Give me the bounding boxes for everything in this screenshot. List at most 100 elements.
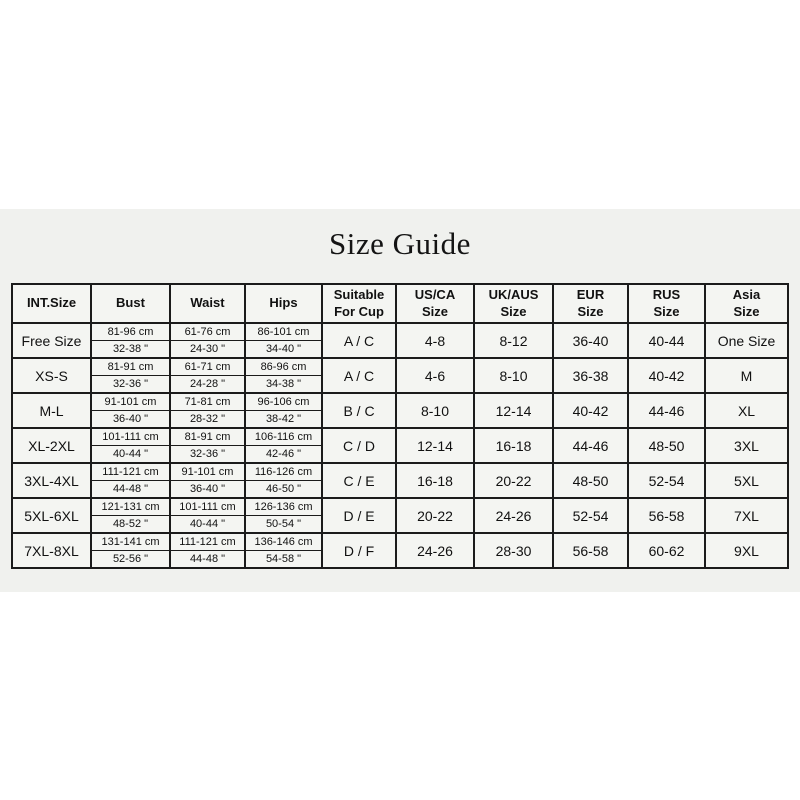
asia-cell: One Size [704,322,789,359]
ukaus-cell: 24-26 [473,497,554,534]
hips-cm-cell: 136-146 cm [244,532,323,551]
hips-in-cell: 50-54 " [244,515,323,534]
eur-cell: 40-42 [552,392,629,429]
bust-cm-cell: 131-141 cm [90,532,171,551]
int-size-cell: 7XL-8XL [11,532,92,569]
waist-in-cell: 44-48 " [169,550,246,569]
eur-cell: 48-50 [552,462,629,499]
asia-cell: 9XL [704,532,789,569]
bust-cm-cell: 101-111 cm [90,427,171,446]
table-row: 5XL-6XL 121-131 cm 101-111 cm 126-136 cm… [11,497,789,534]
waist-in-cell: 40-44 " [169,515,246,534]
int-size-cell: 5XL-6XL [11,497,92,534]
table-row: 32-36 " 24-28 " 34-38 " [12,375,788,394]
ukaus-cell: 20-22 [473,462,554,499]
int-size-cell: XL-2XL [11,427,92,464]
rus-cell: 40-44 [627,322,706,359]
rus-cell: 48-50 [627,427,706,464]
table-row: XL-2XL 101-111 cm 81-91 cm 106-116 cm C … [11,427,789,464]
rus-cell: 56-58 [627,497,706,534]
asia-cell: 5XL [704,462,789,499]
ukaus-cell: 12-14 [473,392,554,429]
rus-cell: 60-62 [627,532,706,569]
bust-in-cell: 36-40 " [90,410,171,429]
col-header-usca: US/CA Size [395,283,475,324]
usca-cell: 24-26 [395,532,475,569]
cup-cell: D / E [321,497,397,534]
waist-cm-cell: 111-121 cm [169,532,246,551]
size-guide-table: INT.Size Bust Waist Hips Suitable For Cu… [11,283,789,569]
ukaus-cell: 16-18 [473,427,554,464]
rus-cell: 52-54 [627,462,706,499]
col-header-ukaus: UK/AUS Size [473,283,554,324]
table-row: 48-52 " 40-44 " 50-54 " [12,515,788,534]
table-row: 44-48 " 36-40 " 46-50 " [12,480,788,499]
hips-in-cell: 34-40 " [244,340,323,359]
hips-cm-cell: 86-96 cm [244,357,323,376]
asia-cell: M [704,357,789,394]
table-row: 52-56 " 44-48 " 54-58 " [12,550,788,569]
asia-cell: 7XL [704,497,789,534]
waist-in-cell: 24-30 " [169,340,246,359]
col-header-int-size: INT.Size [11,283,92,324]
waist-in-cell: 36-40 " [169,480,246,499]
waist-in-cell: 32-36 " [169,445,246,464]
int-size-cell: XS-S [11,357,92,394]
usca-cell: 8-10 [395,392,475,429]
hips-cm-cell: 96-106 cm [244,392,323,411]
waist-cm-cell: 61-76 cm [169,322,246,341]
table-row: M-L 91-101 cm 71-81 cm 96-106 cm B / C 8… [11,392,789,429]
eur-cell: 56-58 [552,532,629,569]
hips-cm-cell: 86-101 cm [244,322,323,341]
asia-cell: 3XL [704,427,789,464]
bust-in-cell: 32-36 " [90,375,171,394]
cup-cell: C / E [321,462,397,499]
hips-cm-cell: 106-116 cm [244,427,323,446]
eur-cell: 44-46 [552,427,629,464]
waist-cm-cell: 71-81 cm [169,392,246,411]
table-row: XS-S 81-91 cm 61-71 cm 86-96 cm A / C 4-… [11,357,789,394]
waist-in-cell: 28-32 " [169,410,246,429]
bust-in-cell: 52-56 " [90,550,171,569]
col-header-cup: Suitable For Cup [321,283,397,324]
eur-cell: 36-40 [552,322,629,359]
rus-cell: 44-46 [627,392,706,429]
eur-cell: 52-54 [552,497,629,534]
usca-cell: 4-8 [395,322,475,359]
asia-cell: XL [704,392,789,429]
table-row: 3XL-4XL 111-121 cm 91-101 cm 116-126 cm … [11,462,789,499]
ukaus-cell: 8-10 [473,357,554,394]
cup-cell: B / C [321,392,397,429]
hips-in-cell: 34-38 " [244,375,323,394]
bust-in-cell: 40-44 " [90,445,171,464]
ukaus-cell: 8-12 [473,322,554,359]
usca-cell: 4-6 [395,357,475,394]
bust-cm-cell: 81-91 cm [90,357,171,376]
waist-cm-cell: 81-91 cm [169,427,246,446]
hips-in-cell: 42-46 " [244,445,323,464]
hips-cm-cell: 126-136 cm [244,497,323,516]
table-row: 7XL-8XL 131-141 cm 111-121 cm 136-146 cm… [11,532,789,569]
bust-in-cell: 44-48 " [90,480,171,499]
waist-cm-cell: 61-71 cm [169,357,246,376]
page-title: Size Guide [329,226,471,261]
hips-in-cell: 46-50 " [244,480,323,499]
cup-cell: D / F [321,532,397,569]
col-header-asia: Asia Size [704,283,789,324]
col-header-eur: EUR Size [552,283,629,324]
bust-in-cell: 32-38 " [90,340,171,359]
usca-cell: 16-18 [395,462,475,499]
waist-cm-cell: 91-101 cm [169,462,246,481]
bust-cm-cell: 111-121 cm [90,462,171,481]
hips-in-cell: 38-42 " [244,410,323,429]
bust-cm-cell: 91-101 cm [90,392,171,411]
eur-cell: 36-38 [552,357,629,394]
col-header-waist: Waist [169,283,246,324]
waist-cm-cell: 101-111 cm [169,497,246,516]
cup-cell: A / C [321,322,397,359]
header-row: INT.Size Bust Waist Hips Suitable For Cu… [11,283,789,324]
waist-in-cell: 24-28 " [169,375,246,394]
ukaus-cell: 28-30 [473,532,554,569]
size-guide-panel: Size Guide INT.Size Bust Waist Hips Suit… [0,209,800,592]
usca-cell: 12-14 [395,427,475,464]
